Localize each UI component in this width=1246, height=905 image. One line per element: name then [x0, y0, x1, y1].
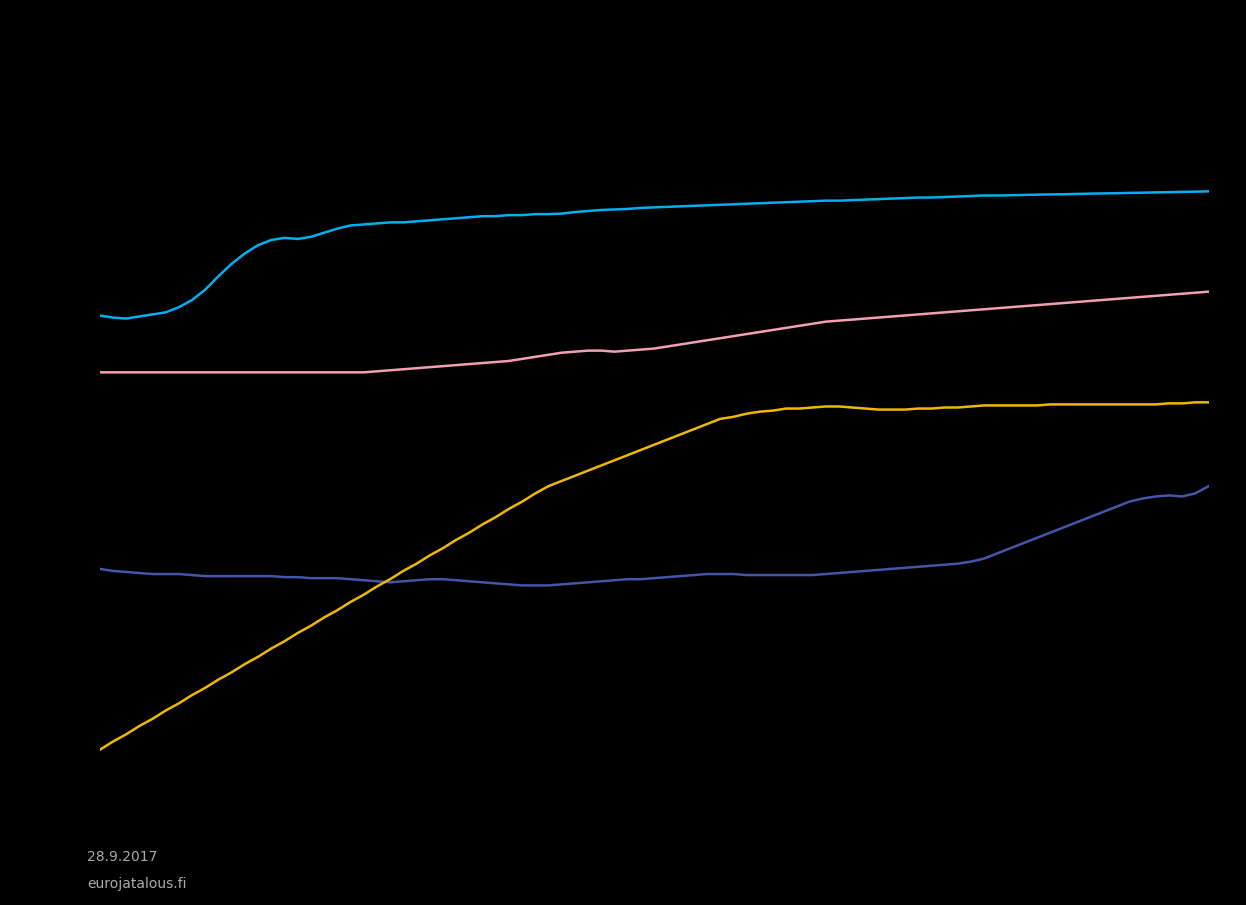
Text: eurojatalous.fi: eurojatalous.fi [87, 878, 187, 891]
Text: 28.9.2017: 28.9.2017 [87, 851, 157, 864]
